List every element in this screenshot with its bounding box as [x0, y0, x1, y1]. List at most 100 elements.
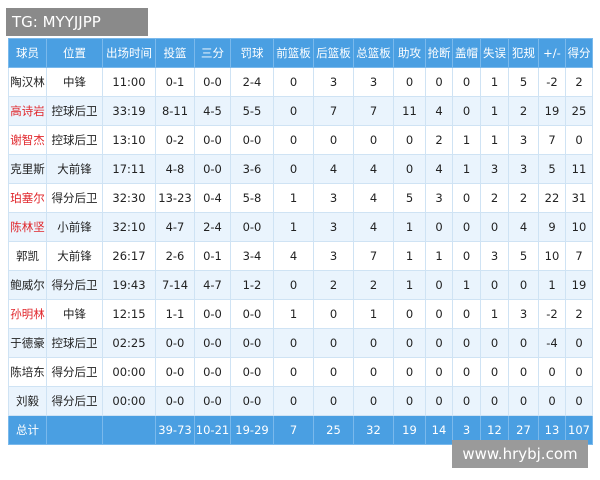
stat-cell: 11:00 — [102, 67, 156, 97]
stat-cell: 0-0 — [194, 125, 231, 155]
stat-cell: 1 — [538, 270, 566, 300]
stat-cell: 0 — [425, 212, 453, 242]
player-row: 谢智杰 控球后卫 13:10 0-2 0-0 0-0 0 0 0 0 2 1 1 3 7 0 — [8, 125, 593, 155]
stat-cell: 10 — [538, 241, 566, 271]
stat-cell: 小前锋 — [46, 212, 103, 242]
stat-cell: -2 — [538, 67, 566, 97]
stat-cell: 0-0 — [230, 357, 274, 387]
empty-cell — [46, 415, 103, 445]
stat-cell: 0 — [353, 386, 394, 416]
stat-cell: 17:11 — [102, 154, 156, 184]
player-name: 陈林坚 — [8, 212, 47, 242]
stat-cell: 11 — [565, 154, 593, 184]
column-header: +/- — [538, 38, 566, 68]
column-header: 罚球 — [230, 38, 274, 68]
player-row: 陈培东 得分后卫 00:00 0-0 0-0 0-0 0 0 0 0 0 0 0 0 0 0 — [8, 357, 593, 387]
stat-cell: 1 — [452, 270, 481, 300]
stat-cell: 0 — [508, 328, 539, 358]
stat-cell: 0 — [565, 328, 593, 358]
stat-cell: 3 — [313, 241, 354, 271]
stat-cell: 0 — [508, 270, 539, 300]
stat-cell: 得分后卫 — [46, 270, 103, 300]
column-header: 后篮板 — [313, 38, 354, 68]
stat-cell: 1 — [452, 125, 481, 155]
player-row: 珀塞尔 得分后卫 32:30 13-23 0-4 5-8 1 3 4 5 3 0 2 2 22 31 — [8, 183, 593, 213]
stat-cell: 0 — [425, 328, 453, 358]
stat-cell: 0 — [425, 357, 453, 387]
player-row: 孙明林 中锋 12:15 1-1 0-0 0-0 1 0 1 0 0 0 1 3 -2 2 — [8, 299, 593, 329]
total-cell: 32 — [353, 415, 394, 445]
stat-cell: 0 — [273, 154, 314, 184]
stat-cell: 得分后卫 — [46, 183, 103, 213]
stat-cell: 0-0 — [194, 386, 231, 416]
column-header: 出场时间 — [102, 38, 156, 68]
stat-cell: 0 — [452, 67, 481, 97]
column-header: 投篮 — [155, 38, 195, 68]
stats-table: 球员 位置 出场时间 投篮 三分 罚球 前篮板 后篮板 总篮板 助攻 抢断 盖帽 失误 犯规 +/- 得分 陶… — [8, 38, 593, 445]
watermark: www.hrybj.com — [452, 440, 588, 468]
stat-cell: 0 — [273, 386, 314, 416]
stat-cell: 7 — [313, 96, 354, 126]
column-header: 抢断 — [425, 38, 453, 68]
column-header: 前篮板 — [273, 38, 314, 68]
stat-cell: 0 — [393, 154, 426, 184]
stat-cell: 0 — [425, 67, 453, 97]
stat-cell: 0 — [273, 96, 314, 126]
column-header: 位置 — [46, 38, 103, 68]
stat-cell: 3-6 — [230, 154, 274, 184]
stat-cell: 得分后卫 — [46, 357, 103, 387]
stat-cell: 5 — [538, 154, 566, 184]
total-cell: 14 — [425, 415, 453, 445]
stat-cell: 0 — [393, 328, 426, 358]
stat-cell: 2 — [480, 183, 509, 213]
player-name: 陶汉林 — [8, 67, 47, 97]
stat-cell: 0-0 — [155, 386, 195, 416]
stat-cell: 2 — [565, 67, 593, 97]
stat-cell: 0 — [480, 328, 509, 358]
player-row: 郭凯 大前锋 26:17 2-6 0-1 3-4 4 3 7 1 1 0 3 5 10 7 — [8, 241, 593, 271]
stat-cell: 3 — [508, 299, 539, 329]
stat-cell: -2 — [538, 299, 566, 329]
stat-cell: 0 — [273, 357, 314, 387]
player-name: 陈培东 — [8, 357, 47, 387]
stat-cell: 0 — [452, 357, 481, 387]
stat-cell: 3-4 — [230, 241, 274, 271]
stat-cell: 0-0 — [230, 125, 274, 155]
stat-cell: 3 — [425, 183, 453, 213]
stat-cell: 0 — [452, 212, 481, 242]
stat-cell: 0-0 — [194, 357, 231, 387]
stat-cell: 0-4 — [194, 183, 231, 213]
stat-cell: 0 — [452, 299, 481, 329]
total-cell: 10-21 — [194, 415, 231, 445]
player-name: 克里斯 — [8, 154, 47, 184]
stat-cell: 5 — [508, 67, 539, 97]
total-cell: 19-29 — [230, 415, 274, 445]
stat-cell: 0-0 — [155, 357, 195, 387]
player-name: 鲍威尔 — [8, 270, 47, 300]
empty-cell — [102, 415, 156, 445]
stat-cell: 0 — [480, 270, 509, 300]
stat-cell: 0 — [353, 328, 394, 358]
column-header: 失误 — [480, 38, 509, 68]
stat-cell: 3 — [313, 212, 354, 242]
total-cell: 39-73 — [155, 415, 195, 445]
stat-cell: 0-0 — [194, 67, 231, 97]
stat-cell: 25 — [565, 96, 593, 126]
stat-cell: 1-2 — [230, 270, 274, 300]
stat-cell: 0-0 — [230, 328, 274, 358]
stat-cell: 4-7 — [155, 212, 195, 242]
stat-cell: 0 — [273, 328, 314, 358]
stat-cell: 0 — [452, 386, 481, 416]
stat-cell: 19 — [538, 96, 566, 126]
stat-cell: 0 — [452, 241, 481, 271]
player-row: 鲍威尔 得分后卫 19:43 7-14 4-7 1-2 0 2 2 1 0 1 0 0 1 19 — [8, 270, 593, 300]
stat-cell: 31 — [565, 183, 593, 213]
stat-cell: 1 — [425, 241, 453, 271]
stat-cell: 4 — [353, 183, 394, 213]
player-name: 刘毅 — [8, 386, 47, 416]
stat-cell: 8-11 — [155, 96, 195, 126]
stat-cell: 0 — [273, 125, 314, 155]
stat-cell: 0 — [565, 386, 593, 416]
player-row: 陶汉林 中锋 11:00 0-1 0-0 2-4 0 3 3 0 0 0 1 5 -2 2 — [8, 67, 593, 97]
